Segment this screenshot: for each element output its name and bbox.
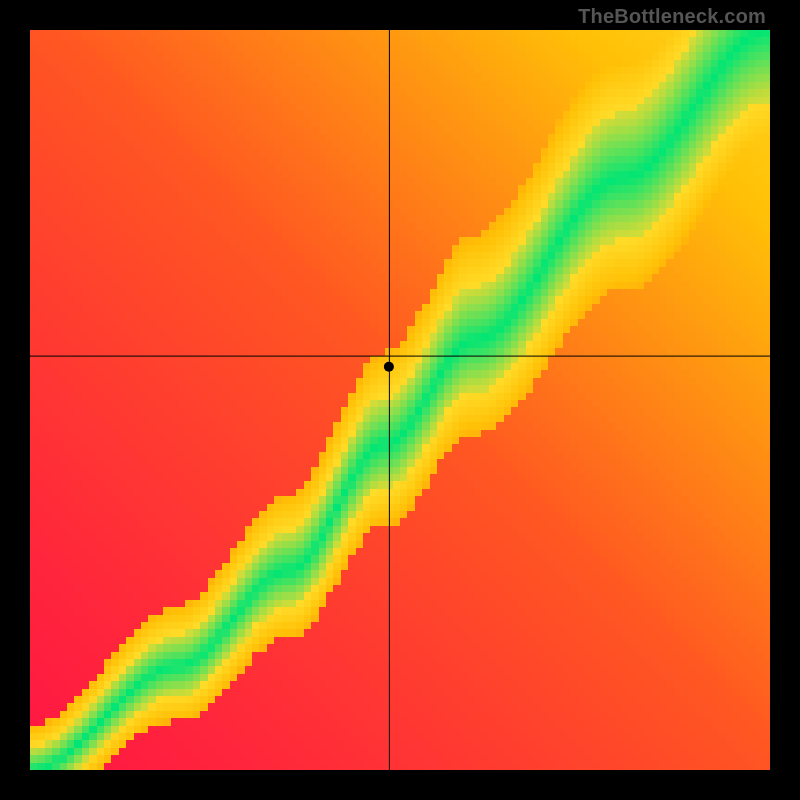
chart-container: TheBottleneck.com	[0, 0, 800, 800]
heatmap-canvas	[30, 30, 770, 770]
watermark-text: TheBottleneck.com	[578, 6, 766, 29]
